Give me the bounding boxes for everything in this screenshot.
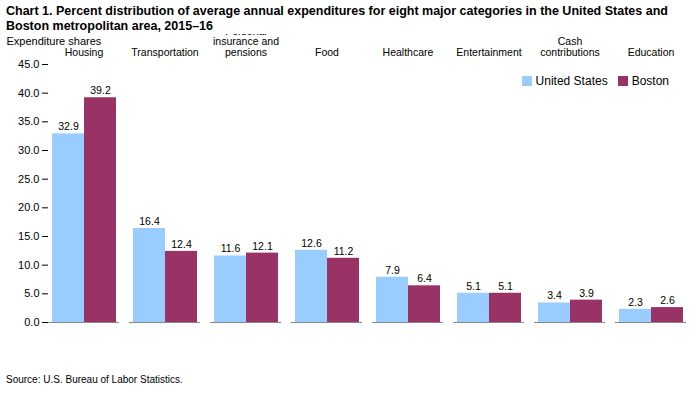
html-text:Source: U.S. Bureau of Labor S: Source: U.S. Bureau of Labor Statistics. [6, 374, 183, 385]
svg-text:5.1: 5.1 [466, 280, 481, 292]
svg-text:15.0: 15.0 [18, 230, 39, 242]
svg-text:Housing: Housing [64, 45, 104, 58]
html-text:United States: United States [535, 74, 608, 88]
svg-text:12.1: 12.1 [252, 239, 273, 251]
svg-text:30.0: 30.0 [18, 144, 39, 156]
svg-text:3.4: 3.4 [547, 289, 562, 301]
svg-text:2.3: 2.3 [628, 296, 643, 308]
svg-text:0.0: 0.0 [24, 316, 39, 328]
svg-text:10.0: 10.0 [18, 259, 39, 271]
svg-text:39.2: 39.2 [90, 84, 111, 96]
svg-text:40.0: 40.0 [18, 87, 39, 99]
svg-text:7.9: 7.9 [385, 264, 400, 276]
svg-text:3.9: 3.9 [579, 287, 594, 299]
svg-text:Entertainment: Entertainment [456, 46, 521, 58]
svg-text:2.6: 2.6 [660, 294, 675, 306]
svg-text:Food: Food [315, 46, 339, 58]
svg-text:Transportation: Transportation [131, 46, 198, 58]
svg-text:5.0: 5.0 [24, 287, 39, 299]
svg-text:Healthcare: Healthcare [383, 46, 434, 58]
html-text:Boston: Boston [631, 74, 669, 88]
svg-text:32.9: 32.9 [58, 120, 79, 132]
svg-text:Expenditure shares: Expenditure shares [7, 35, 102, 47]
svg-text:Cashcontributions: Cashcontributions [540, 35, 600, 58]
svg-text:6.4: 6.4 [417, 272, 432, 284]
svg-text:20.0: 20.0 [18, 201, 39, 213]
svg-text:11.2: 11.2 [334, 245, 354, 257]
svg-text:16.4: 16.4 [139, 215, 160, 227]
svg-text:25.0: 25.0 [18, 173, 39, 185]
svg-text:Personalinsurance andpensions: Personalinsurance andpensions [213, 34, 279, 58]
svg-text:45.0: 45.0 [18, 58, 39, 70]
html-text:Chart 1. Percent distribution: Chart 1. Percent distribution of average… [6, 4, 668, 33]
svg-text:Education: Education [628, 46, 675, 58]
svg-text:12.6: 12.6 [301, 237, 322, 249]
svg-text:5.1: 5.1 [498, 280, 513, 292]
svg-text:35.0: 35.0 [18, 115, 39, 127]
svg-text:12.4: 12.4 [171, 238, 192, 250]
svg-text:11.6: 11.6 [221, 242, 241, 254]
